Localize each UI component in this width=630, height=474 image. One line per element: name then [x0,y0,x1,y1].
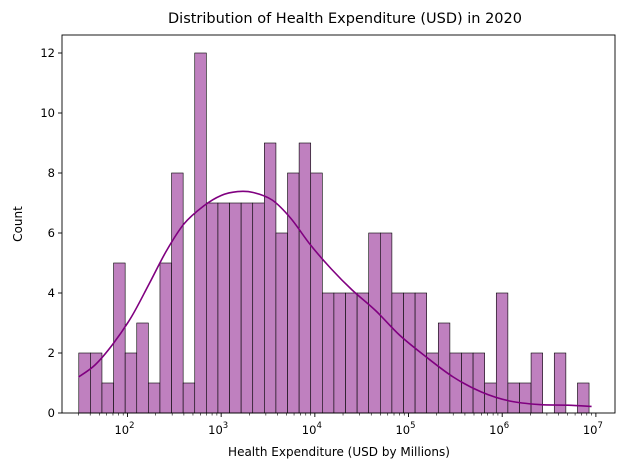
y-tick-label: 0 [48,406,55,420]
y-tick-label: 10 [40,106,55,120]
histogram-bar [182,382,196,414]
histogram-bar [217,202,230,414]
y-tick-label: 8 [48,166,55,180]
histogram-bar [333,292,346,414]
x-tick-exponent: 5 [410,421,415,431]
plot-frame [61,34,616,414]
x-axis-label: Health Expenditure (USD by Millions) [228,445,450,459]
histogram-bar [472,352,485,414]
x-tick-label: 102 [114,421,134,437]
histogram-bar [577,382,590,414]
histogram-bar [379,232,393,414]
histogram-bar [310,172,323,414]
x-tick-exponent: 4 [316,421,321,431]
histogram-bar [287,172,300,414]
histogram-bar [113,262,126,414]
x-tick-label: 104 [302,421,322,437]
histogram-bar [449,352,462,414]
histogram-bar [553,352,567,414]
y-tick-label: 2 [48,346,55,360]
histogram-bar [194,52,207,414]
histogram-bar [240,202,254,414]
histogram-bar [229,202,242,414]
kde-curve [78,190,592,408]
x-tick-label: 103 [208,421,228,437]
histogram-bar [78,352,91,414]
histogram-bar [507,382,520,414]
y-tick-label: 6 [48,226,55,240]
histogram-bar [484,382,497,414]
axes: 0 2 4 6 8 10 12 102 103 104 105 106 107 [40,34,616,437]
histogram-bar [298,142,312,414]
histogram-bar [206,202,219,414]
histogram-bar [495,292,509,414]
histogram-bar [264,142,277,414]
x-tick-label: 107 [583,421,603,437]
x-tick-exponent: 6 [504,421,509,431]
histogram-bar [136,322,149,414]
y-tick-label: 12 [40,46,55,60]
histogram-bar [322,292,335,414]
x-tick-exponent: 3 [223,421,228,431]
y-tick-label: 4 [48,286,55,300]
histogram-bar [252,202,265,414]
histogram-bar [124,352,138,414]
histogram-bars [78,52,590,414]
histogram-bar [356,292,370,414]
histogram-bar [275,232,288,414]
histogram-bar [403,292,416,414]
histogram-bar [159,262,172,414]
chart-title: Distribution of Health Expenditure (USD)… [168,11,522,27]
histogram-bar [345,292,358,414]
y-axis-label: Count [11,206,25,242]
histogram-bar [171,172,184,414]
x-tick-exponent: 2 [129,421,134,431]
histogram-bar [519,382,532,414]
histogram-bar [368,232,381,414]
x-tick-exponent: 7 [597,421,602,431]
histogram-bar [391,292,404,414]
kde-curve-group [78,190,592,408]
histogram-bar [90,352,103,414]
histogram-bar [148,382,161,414]
histogram-bar [101,382,114,414]
x-tick-label: 106 [489,421,509,437]
x-tick-label: 105 [395,421,415,437]
